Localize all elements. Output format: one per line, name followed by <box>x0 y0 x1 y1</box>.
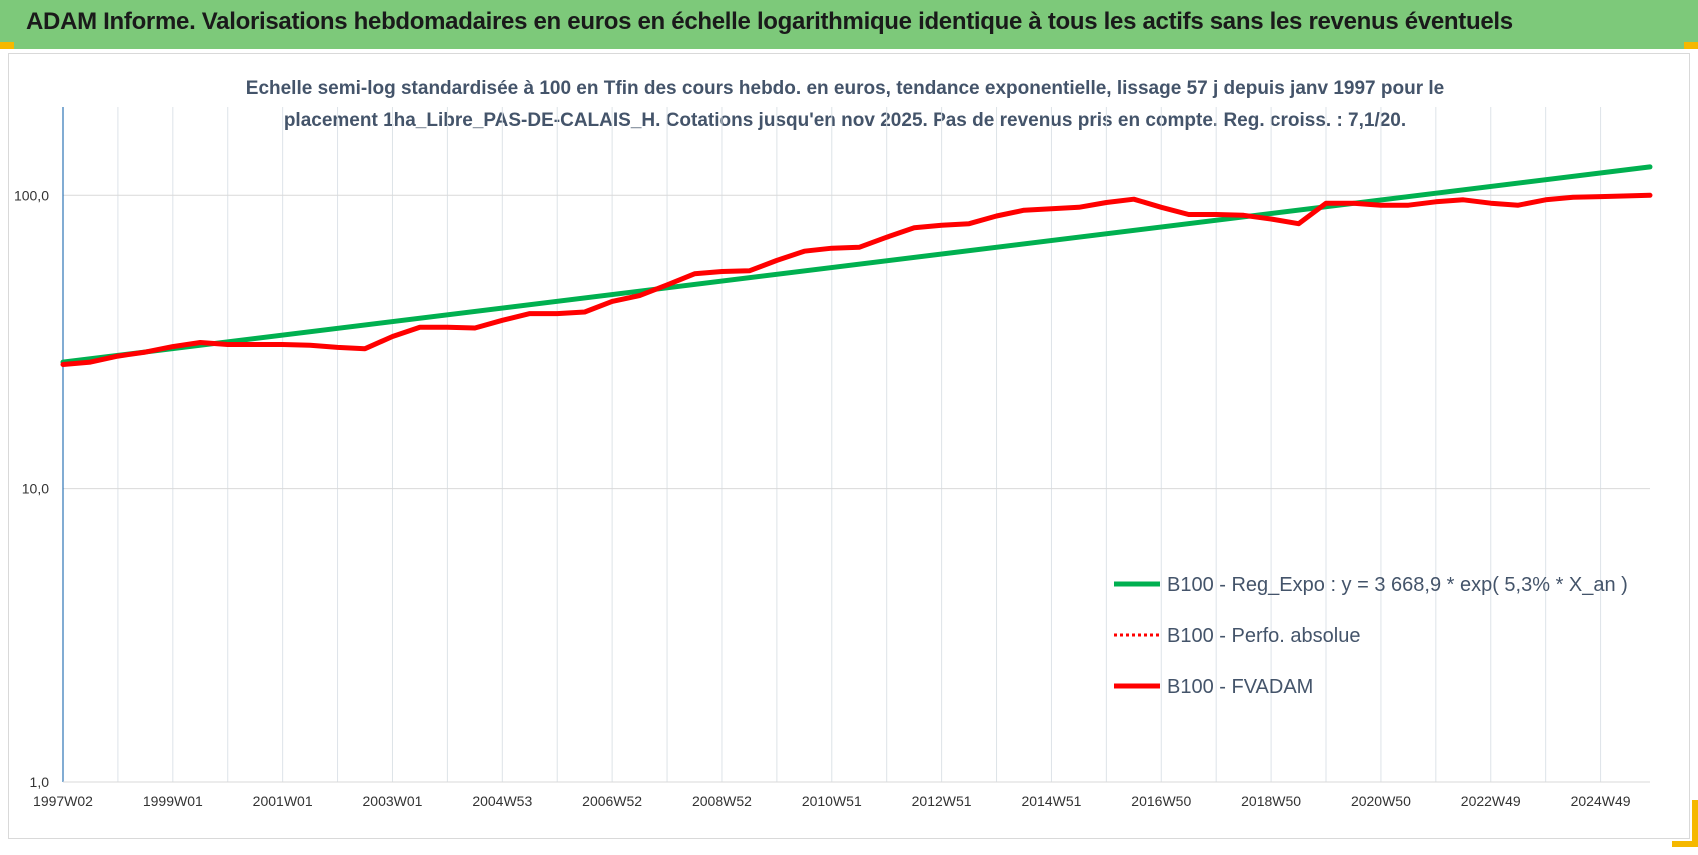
chart-legend: B100 - Reg_Expo : y = 3 668,9 * exp( 5,3… <box>1114 574 1628 698</box>
x-tick-label: 2012W51 <box>912 793 972 809</box>
x-tick-label: 2010W51 <box>802 793 862 809</box>
legend-label: B100 - FVADAM <box>1167 676 1313 698</box>
chart-gridlines <box>62 107 1650 783</box>
corner-marker-bottom-right-vertical <box>1692 800 1698 847</box>
chart-axes <box>62 107 1650 783</box>
y-tick-label: 10,0 <box>22 481 49 497</box>
header-banner: ADAM Informe. Valorisations hebdomadaire… <box>0 0 1698 49</box>
x-tick-label: 2024W49 <box>1571 793 1631 809</box>
x-tick-label: 2006W52 <box>582 793 642 809</box>
chart-title-line-1: Echelle semi-log standardisée à 100 en T… <box>245 78 1445 99</box>
legend-label: B100 - Reg_Expo : y = 3 668,9 * exp( 5,3… <box>1167 574 1628 596</box>
corner-marker-bottom-right-horizontal <box>1672 841 1698 847</box>
chart-frame <box>8 53 1690 839</box>
x-tick-label: 1999W01 <box>143 793 203 809</box>
y-tick-label: 100,0 <box>14 187 49 203</box>
series-line-0 <box>60 164 1653 365</box>
x-tick-label: 2004W53 <box>472 793 532 809</box>
x-tick-label: 2014W51 <box>1021 793 1081 809</box>
y-tick-label: 1,0 <box>30 774 50 790</box>
x-tick-label: 2020W50 <box>1351 793 1411 809</box>
x-tick-label: 2003W01 <box>363 793 423 809</box>
corner-marker-top-right <box>1684 42 1698 49</box>
x-tick-label: 2022W49 <box>1461 793 1521 809</box>
corner-marker-top-left <box>0 42 14 49</box>
legend-label: B100 - Perfo. absolue <box>1167 625 1360 647</box>
chart-series <box>60 164 1653 367</box>
page-title: ADAM Informe. Valorisations hebdomadaire… <box>26 8 1513 35</box>
x-tick-label: 2018W50 <box>1241 793 1301 809</box>
x-tick-label: 2016W50 <box>1131 793 1191 809</box>
series-line-2 <box>60 192 1653 367</box>
x-tick-label: 2001W01 <box>253 793 313 809</box>
chart-title-line-2: placement 1ha_Libre_PAS-DE-CALAIS_H. Cot… <box>283 110 1407 131</box>
x-tick-label: 1997W02 <box>33 793 93 809</box>
x-tick-label: 2008W52 <box>692 793 752 809</box>
chart-tick-labels: 1,0 10,0 100,0 1997W02 1999W01 2001W01 2003W01… <box>14 187 1631 809</box>
